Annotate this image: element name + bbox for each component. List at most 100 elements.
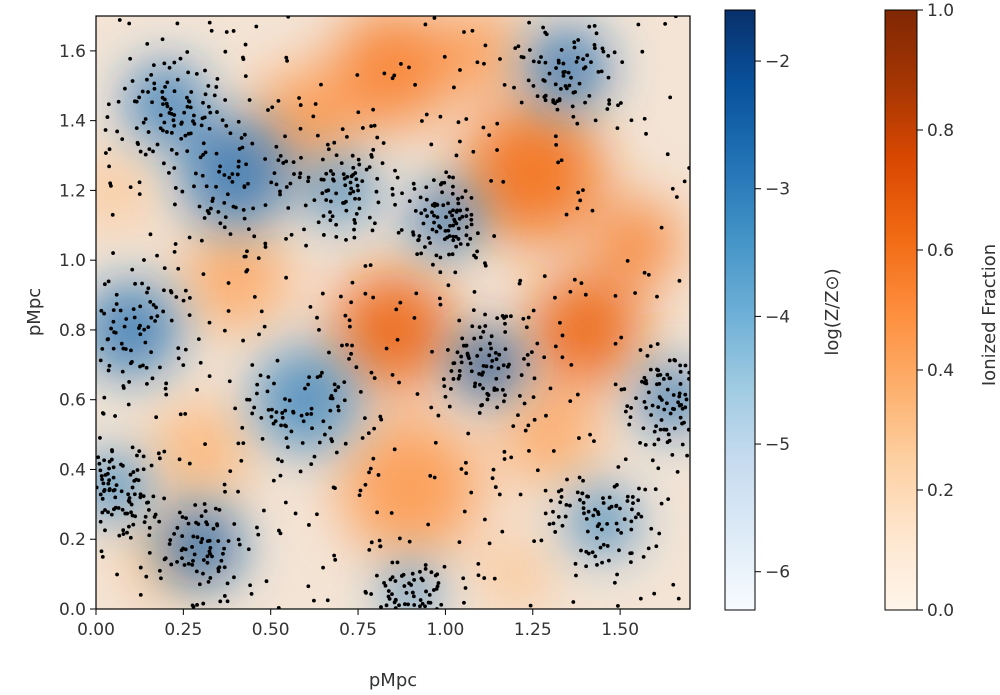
scatter-point [255,525,259,530]
scatter-point [152,86,157,91]
scatter-point [419,211,424,216]
scatter-point [262,508,266,513]
scatter-point [273,419,278,424]
scatter-point [424,112,429,117]
scatter-point [363,589,368,594]
x-axis-ticks: 0.00 0.25 0.50 0.75 1.00 1.25 1.50 [77,609,639,640]
scatter-point [526,78,531,83]
scatter-point [678,382,683,386]
scatter-point [556,160,560,165]
scatter-point [448,210,452,215]
scatter-point [457,540,462,545]
scatter-point [216,566,221,571]
scatter-point [451,175,455,180]
scatter-point [502,399,506,404]
scatter-point [162,120,167,125]
scatter-point [423,245,427,249]
scatter-point [192,552,197,557]
scatter-point [436,581,441,585]
scatter-point [107,487,112,491]
scatter-point [215,76,220,81]
scatter-point [667,358,672,363]
scatter-point [390,76,395,81]
ionized-region [529,274,642,386]
scatter-point [683,363,688,368]
scatter-point [354,365,359,370]
scatter-point [130,485,135,490]
scatter-point [315,315,319,320]
ionized-region [480,539,551,609]
scatter-point [450,252,455,257]
y-tick-label: 0.8 [59,321,86,341]
scatter-point [435,572,440,577]
scatter-point [271,421,276,426]
scatter-point [324,171,329,176]
scatter-point [630,495,635,499]
scatter-point [683,392,688,397]
scatter-point [412,316,417,320]
ionized-region [438,16,523,93]
scatter-point [193,503,198,507]
scatter-point [584,516,589,521]
scatter-point [462,600,466,605]
scatter-point [431,262,435,267]
scatter-point [162,449,167,454]
scatter-point [452,85,456,90]
scatter-point [135,468,140,472]
scatter-point [585,53,590,58]
scatter-point [284,55,289,60]
scatter-point [226,309,231,313]
scatter-point [535,468,540,473]
scatter-point [410,571,415,576]
scatter-point [143,117,148,121]
scatter-point [687,166,690,170]
scatter-point [551,449,556,453]
plot-frame [95,15,691,610]
scatter-point [519,54,524,59]
scatter-point [437,224,442,229]
scatter-point [407,539,412,544]
scatter-point [100,510,105,515]
scatter-point [149,315,154,320]
scatter-point [309,412,314,416]
scatter-point [565,477,569,482]
scatter-point [497,492,502,497]
scatter-point [330,396,335,401]
scatter-point [324,198,329,202]
scatter-point [214,151,219,156]
scatter-point [138,592,143,597]
scatter-point [172,531,177,536]
scatter-point [569,362,574,367]
scatter-point [155,142,160,147]
scatter-point [444,170,449,175]
scatter-point [285,445,290,450]
scatter-point [654,544,659,549]
metal-enriched-region [158,504,243,589]
scatter-point [523,428,528,433]
scatter-point [200,536,205,541]
scatter-point [482,517,487,522]
scatter-point [559,158,564,163]
scatter-point [535,94,540,98]
scatter-point [476,573,481,578]
scatter-point [614,504,618,509]
scatter-point [237,542,242,547]
scatter-point [185,149,190,154]
scatter-point [482,576,487,580]
scatter-point [178,412,183,417]
scatter-point [162,97,167,102]
scatter-point [125,530,129,535]
scatter-point [226,539,231,543]
scatter-point [98,436,102,440]
scatter-point [207,549,212,554]
scatter-point [446,201,450,206]
scatter-point [453,219,457,224]
ionized-region [501,385,600,484]
scatter-point [186,561,191,566]
scatter-point [106,337,111,341]
scatter-point [107,147,112,152]
scatter-point [150,376,155,381]
scatter-point [142,520,147,525]
scatter-point [455,350,460,355]
scatter-point [423,566,428,571]
